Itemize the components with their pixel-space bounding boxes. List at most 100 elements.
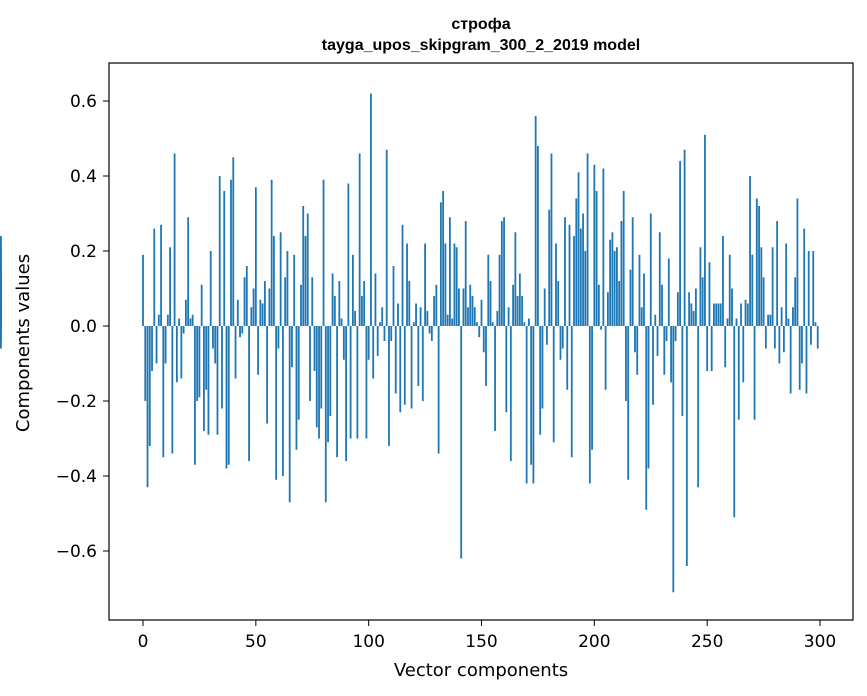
bar-95	[356, 326, 359, 439]
bar-113	[397, 303, 399, 326]
y-tick-label: 0.0	[70, 317, 97, 337]
bar-105	[379, 322, 381, 326]
bar-21	[189, 318, 192, 326]
bar-43	[239, 326, 241, 338]
chart-title-line1: строфа	[451, 16, 510, 33]
bar-282	[778, 326, 781, 364]
bar-142	[462, 288, 465, 326]
bar-224	[647, 326, 650, 469]
bar-65	[288, 326, 291, 503]
bar-183	[555, 243, 557, 326]
bar-110	[390, 326, 393, 341]
bar-102	[372, 326, 375, 379]
bar-199	[591, 326, 593, 450]
bar-10	[164, 326, 167, 364]
bar-53	[261, 303, 264, 326]
bar-280	[773, 326, 776, 349]
bar-270	[751, 254, 754, 326]
bar-29	[207, 326, 210, 435]
bar-96	[358, 153, 361, 326]
bar-122	[417, 326, 420, 386]
bar-200	[593, 164, 596, 326]
bar-231	[663, 326, 666, 375]
bar-79	[320, 326, 323, 409]
bar-97	[360, 296, 363, 326]
bar-158	[498, 254, 501, 326]
bar-175	[537, 146, 539, 326]
bar-188	[566, 326, 569, 390]
bar-27	[203, 326, 205, 431]
bar-92	[349, 326, 352, 439]
bar-66	[291, 326, 293, 368]
bar-286	[787, 318, 790, 326]
bar-46	[245, 266, 248, 326]
bar-259	[726, 318, 729, 326]
bar-293	[803, 228, 806, 326]
bar-124	[421, 326, 424, 401]
x-tick-label: 0	[138, 632, 149, 652]
bar-57	[270, 179, 273, 326]
bar-2	[146, 326, 149, 488]
bar-284	[782, 326, 785, 353]
bar-287	[789, 326, 792, 394]
bar-13	[171, 326, 174, 454]
bar-213	[622, 191, 625, 326]
bar-117	[406, 243, 408, 326]
bar-32	[214, 326, 217, 364]
bar-279	[771, 247, 774, 326]
bar-251	[708, 262, 711, 326]
bar-151	[482, 326, 485, 353]
y-tick-label: 0.4	[70, 167, 97, 187]
bar-179	[546, 326, 548, 345]
bar-125	[424, 243, 426, 326]
bar-152	[485, 326, 487, 386]
bar-242	[688, 292, 691, 326]
bar-168	[521, 296, 524, 326]
bar-248	[701, 277, 704, 326]
bar-162	[507, 307, 510, 326]
bar-261	[731, 288, 733, 326]
bar-100	[367, 326, 370, 360]
bar-153	[487, 254, 490, 326]
bar-undefined	[0, 247, 2, 326]
bar-227	[654, 314, 657, 326]
bar-98	[363, 281, 366, 326]
bar-26	[200, 284, 203, 326]
bar-166	[516, 296, 519, 326]
bar-278	[769, 314, 772, 326]
bar-36	[223, 191, 226, 326]
bar-266	[742, 326, 745, 383]
bar-40	[232, 157, 235, 326]
bar-16	[178, 318, 181, 326]
bar-8	[160, 224, 162, 326]
bar-132	[439, 202, 442, 326]
bar-217	[631, 217, 634, 326]
bar-299	[816, 326, 819, 349]
bar-176	[539, 326, 542, 435]
bar-20	[187, 217, 190, 326]
bar-121	[415, 303, 417, 326]
bar-232	[665, 326, 668, 341]
bar-194	[579, 228, 582, 326]
bar-93	[351, 254, 354, 326]
bar-203	[600, 326, 603, 330]
bar-58	[272, 236, 275, 326]
bar-23	[194, 326, 196, 465]
bar-147	[473, 307, 476, 326]
x-tick-label: 200	[578, 632, 610, 652]
bar-45	[243, 277, 246, 326]
bar-55	[266, 326, 269, 424]
bar-171	[527, 318, 530, 326]
y-tick-label: 0.6	[70, 92, 97, 112]
bar-24	[196, 326, 199, 401]
bar-289	[794, 277, 797, 326]
bar-74	[309, 326, 311, 401]
chart-title-line2: tayga_upos_skipgram_300_2_2019 model	[322, 37, 640, 54]
bar-238	[679, 161, 681, 326]
bar-119	[410, 326, 413, 409]
bar-214	[625, 326, 627, 401]
bar-297	[812, 251, 815, 326]
bar-283	[780, 307, 783, 326]
